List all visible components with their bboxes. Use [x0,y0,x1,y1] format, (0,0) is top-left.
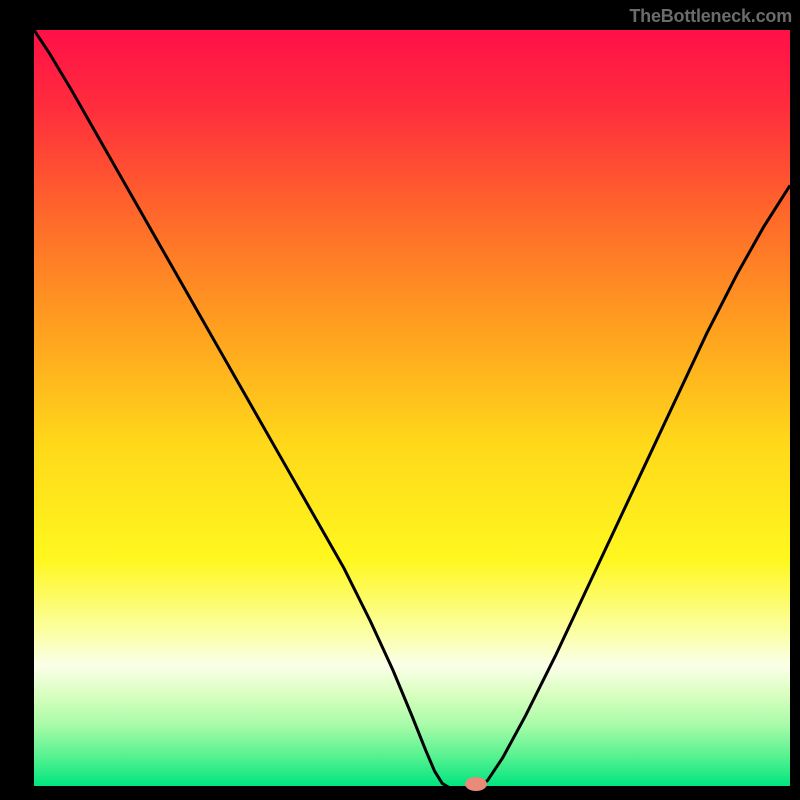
optimal-point-marker [465,777,487,791]
chart-frame: TheBottleneck.com [0,0,800,800]
watermark-text: TheBottleneck.com [629,6,792,27]
bottleneck-curve [34,30,790,788]
plot-area [34,30,790,788]
